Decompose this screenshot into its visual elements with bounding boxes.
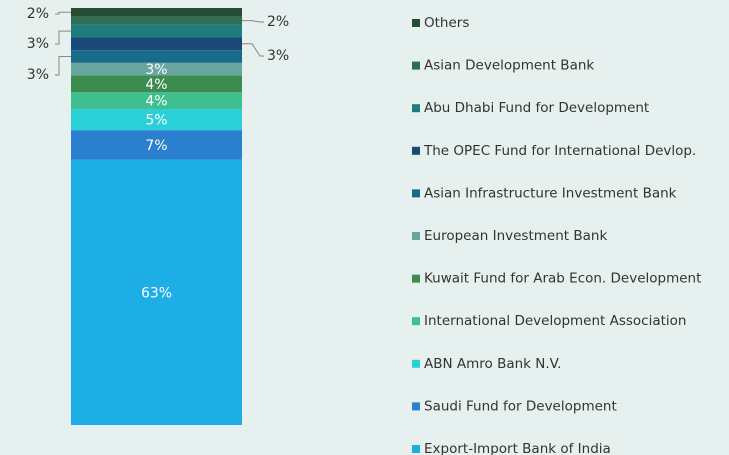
legend-swatch xyxy=(412,146,420,155)
bar-segment xyxy=(71,16,242,25)
legend-label: International Development Association xyxy=(424,313,687,329)
leader-line xyxy=(242,20,264,23)
data-label: 4% xyxy=(145,94,167,110)
data-label: 2% xyxy=(267,14,289,30)
legend-label: Saudi Fund for Development xyxy=(424,398,617,414)
legend-swatch xyxy=(412,402,420,411)
bar-segment xyxy=(71,37,242,51)
bar-segment xyxy=(71,50,242,63)
legend-label: Asian Infrastructure Investment Bank xyxy=(424,185,677,201)
leader-line xyxy=(242,43,264,57)
data-label: 3% xyxy=(145,62,167,78)
data-label: 63% xyxy=(141,285,172,301)
leader-line xyxy=(55,30,71,45)
legend-swatch xyxy=(412,274,420,283)
data-label: 5% xyxy=(145,113,167,129)
data-label: 3% xyxy=(27,36,49,52)
legend-label: The OPEC Fund for International Devlop. xyxy=(423,143,696,159)
bar-segment xyxy=(71,130,242,160)
legend-label: Kuwait Fund for Arab Econ. Development xyxy=(424,271,701,287)
bar-segment xyxy=(71,109,242,131)
legend-swatch xyxy=(412,19,420,27)
bar-segment xyxy=(71,92,242,110)
legend-swatch xyxy=(412,61,420,70)
data-label: 7% xyxy=(145,138,167,154)
legend-label: Others xyxy=(424,15,469,31)
bar-segment xyxy=(71,62,242,76)
legend-swatch xyxy=(412,189,420,198)
data-label: 3% xyxy=(267,48,289,64)
legend-label: Export-Import Bank of India xyxy=(424,441,611,455)
legend-label: ABN Amro Bank N.V. xyxy=(424,356,561,372)
leader-line xyxy=(55,11,71,15)
bar-segment xyxy=(71,24,242,38)
legend-label: European Investment Bank xyxy=(424,228,607,244)
bar-segment xyxy=(71,8,242,17)
legend-label: Abu Dhabi Fund for Development xyxy=(424,100,649,116)
data-label: 2% xyxy=(27,6,49,22)
bar-segment xyxy=(71,159,242,426)
data-label: 4% xyxy=(145,77,167,93)
legend-swatch xyxy=(412,359,420,368)
bar-segment xyxy=(71,75,242,93)
data-label: 3% xyxy=(27,67,49,83)
legend-swatch xyxy=(412,104,420,113)
leader-line xyxy=(55,55,71,76)
legend-label: Asian Development Bank xyxy=(424,58,594,74)
legend-swatch xyxy=(412,232,420,240)
legend-swatch xyxy=(412,317,420,326)
legend-swatch xyxy=(412,445,420,453)
